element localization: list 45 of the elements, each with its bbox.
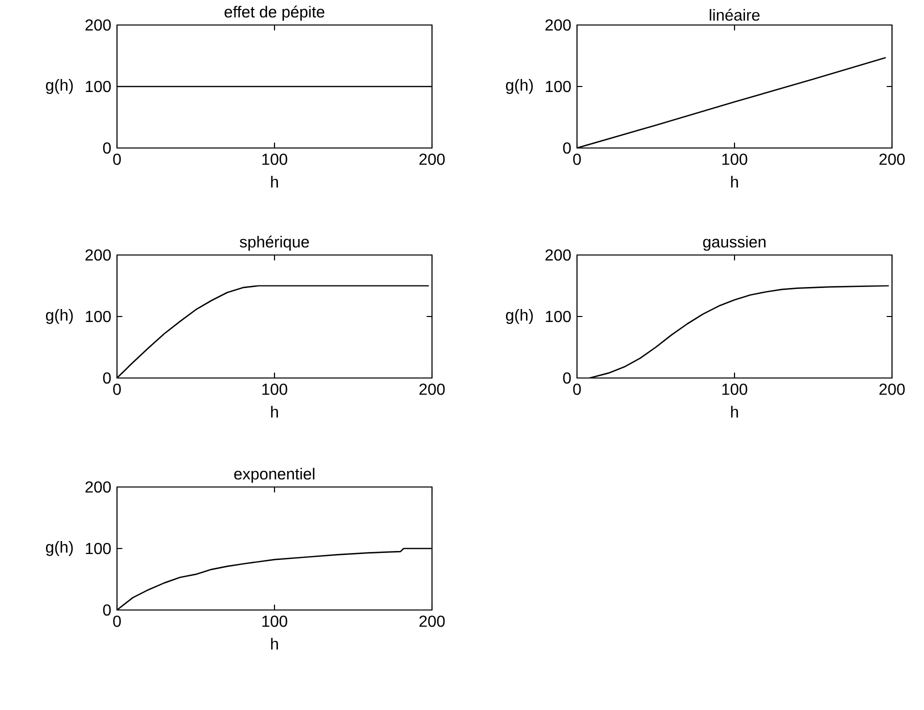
x-tick-label: 100 (262, 384, 288, 395)
y-tick-label: 200 (86, 19, 111, 31)
y-tick-label: 0 (103, 604, 111, 616)
x-tick-label: 200 (879, 384, 905, 395)
x-tick-label: 100 (262, 154, 288, 165)
y-tick-label: 0 (103, 372, 111, 384)
y-tick-label: 200 (546, 249, 571, 261)
x-axis-title: h (271, 638, 278, 650)
chart-title: exponentiel (234, 468, 314, 483)
x-axis-title: h (271, 406, 278, 418)
x-tick-label: 200 (879, 154, 905, 165)
y-tick-label: 200 (546, 19, 571, 31)
x-axis-title: h (731, 406, 738, 418)
x-tick-label: 200 (419, 154, 445, 165)
y-tick-label: 100 (86, 310, 111, 322)
y-tick-label: 200 (86, 249, 111, 261)
chart-title: gaussien (703, 236, 766, 251)
chart-title: sphérique (240, 236, 309, 251)
y-tick-label: 0 (563, 142, 571, 154)
y-axis-title: g(h) (506, 309, 533, 324)
y-tick-label: 200 (86, 481, 111, 493)
y-tick-label: 100 (546, 310, 571, 322)
x-tick-label: 0 (113, 384, 121, 395)
x-tick-label: 200 (419, 616, 445, 627)
y-tick-label: 100 (546, 80, 571, 92)
x-tick-label: 0 (113, 616, 121, 627)
x-axis-title: h (271, 176, 278, 188)
x-tick-label: 0 (113, 154, 121, 165)
chart-title: effet de pépite (224, 6, 324, 21)
x-tick-label: 100 (262, 616, 288, 627)
x-tick-label: 100 (722, 384, 748, 395)
y-tick-label: 0 (103, 142, 111, 154)
x-tick-label: 0 (573, 154, 581, 165)
y-tick-label: 100 (86, 542, 111, 554)
y-axis-title: g(h) (506, 79, 533, 94)
y-axis-title: g(h) (46, 79, 73, 94)
x-tick-label: 200 (419, 384, 445, 395)
x-tick-label: 0 (573, 384, 581, 395)
y-axis-title: g(h) (46, 309, 73, 324)
y-tick-label: 0 (563, 372, 571, 384)
x-axis-title: h (731, 176, 738, 188)
y-axis-title: g(h) (46, 541, 73, 556)
y-tick-label: 100 (86, 80, 111, 92)
chart-title: linéaire (710, 8, 760, 21)
x-tick-label: 100 (722, 154, 748, 165)
